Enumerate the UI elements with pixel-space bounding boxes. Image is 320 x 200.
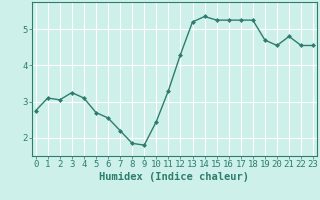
X-axis label: Humidex (Indice chaleur): Humidex (Indice chaleur) [100,172,249,182]
